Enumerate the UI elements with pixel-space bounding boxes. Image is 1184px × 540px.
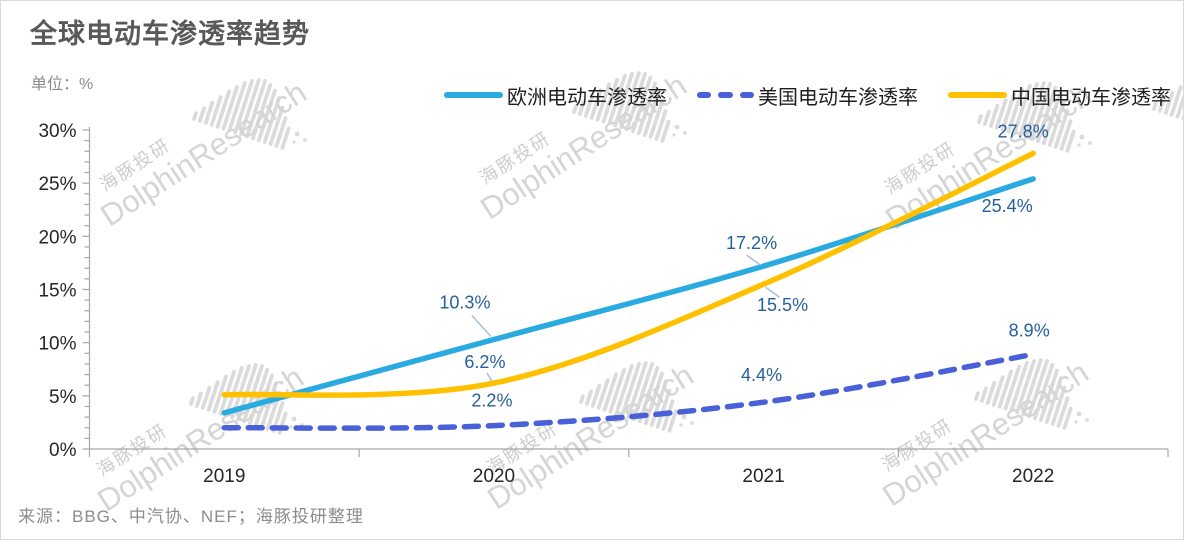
data-label-us-2021: 4.4% [741,365,782,385]
data-label-europe-2021: 17.2% [726,233,777,253]
data-label-china-2020: 6.2% [464,352,505,372]
x-tick-label: 2020 [473,466,515,487]
unit-label: 单位：% [31,76,94,93]
data-labels: 10.3% 17.2% 25.4% 2.2% 4.4% 8.9% 6.2% 15.5% 27.8… [439,121,1049,410]
data-label-europe-2020: 10.3% [439,292,490,312]
y-tick-label: 25% [38,174,76,195]
y-tick-label: 10% [38,334,76,355]
legend-item-europe: 欧洲电动车渗透率 [444,81,667,110]
series-lines [221,150,1036,431]
china-line-sample-icon [948,92,1007,98]
europe-line-sample-icon [444,92,503,98]
series-line-europe [221,176,1036,416]
x-tick-label: 2022 [1012,466,1054,487]
page-title: 全球电动车渗透率趋势 [30,19,310,49]
data-label-china-2022: 27.8% [998,121,1049,141]
x-tick-label: 2021 [742,466,784,487]
data-label-china-2021: 15.5% [757,295,808,315]
y-tick-label: 5% [49,387,77,408]
y-tick-label: 20% [38,227,76,248]
legend-label-us: 美国电动车渗透率 [758,86,918,109]
legend-label-china: 中国电动车渗透率 [1011,86,1171,109]
data-label-us-2022: 8.9% [1009,320,1050,340]
legend-label-europe: 欧洲电动车渗透率 [507,86,667,109]
data-label-us-2020: 2.2% [471,391,512,411]
source-note: 来源：BBG、中汽协、NEF；海豚投研整理 [18,507,364,526]
y-tick-label: 0% [49,440,77,461]
axes [82,127,1169,457]
legend-item-china: 中国电动车渗透率 [948,81,1171,110]
series-line-us [221,351,1036,431]
legend-item-us: 美国电动车渗透率 [697,81,918,110]
us-dashed-line-sample-icon [697,92,754,98]
series-line-china [221,150,1036,398]
legend: 欧洲电动车渗透率 美国电动车渗透率 中国电动车渗透率 [444,81,1171,110]
label-leader-lines [471,254,781,382]
data-label-europe-2022: 25.4% [982,196,1033,216]
y-tick-label: 30% [38,121,76,142]
y-tick-label: 15% [38,281,76,302]
axis-tick-labels: 0% 5% 10% 15% 20% 25% 30% 2019 2020 2021 2022 [38,121,1054,487]
x-tick-label: 2019 [203,466,245,487]
